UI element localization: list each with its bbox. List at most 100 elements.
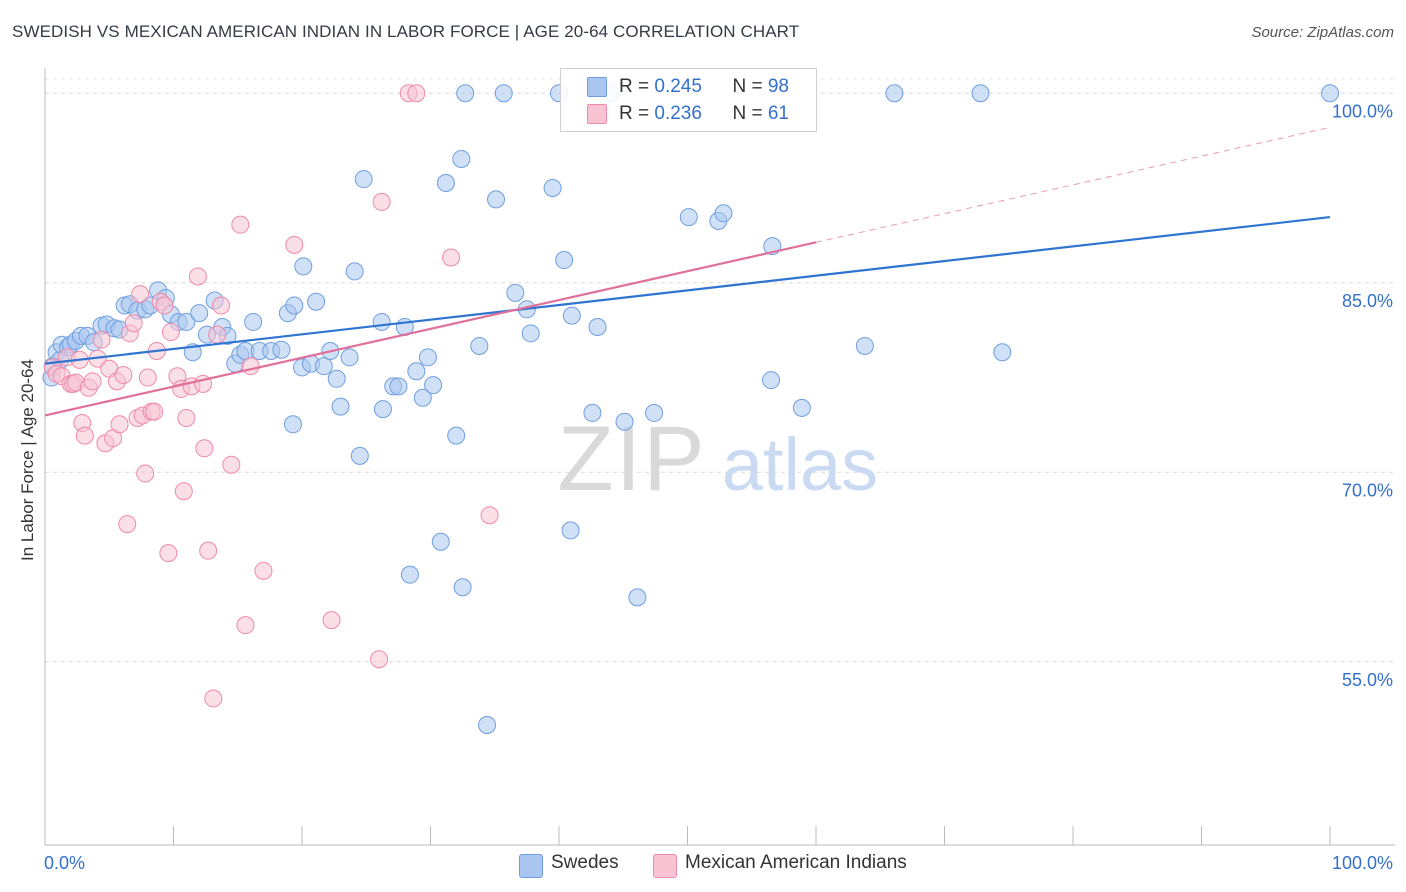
data-point (400, 565, 419, 584)
data-point (322, 611, 341, 630)
data-point (583, 403, 602, 422)
data-point (562, 306, 581, 325)
legend-row-swedes: R = 0.245 N = 98 (619, 76, 789, 98)
data-point (370, 650, 389, 669)
data-point (294, 257, 313, 276)
data-point (83, 372, 102, 391)
data-point (372, 312, 391, 331)
data-point (413, 388, 432, 407)
series-legend-swatch-mexican-american-indians (653, 854, 677, 878)
data-point (155, 296, 174, 315)
watermark: ZIP atlas (557, 408, 878, 510)
data-point (285, 235, 304, 254)
data-point (447, 426, 466, 445)
legend-r-label: R = (619, 76, 655, 97)
y-tick-label: 70.0% (1342, 480, 1393, 500)
trend-line (44, 241, 817, 417)
series-legend: Swedes Mexican American Indians (0, 852, 1406, 878)
x-tick-label: 0.0% (44, 853, 85, 873)
data-point (615, 412, 634, 431)
data-point (431, 532, 450, 551)
x-tick-label: 100.0% (1332, 853, 1393, 873)
tick-labels: 55.0% 70.0% 85.0% 100.0% 0.0% 100.0% (44, 101, 1393, 873)
data-point (372, 192, 391, 211)
trend-line (44, 215, 1331, 365)
data-point (354, 170, 373, 189)
data-point (75, 426, 94, 445)
data-point (195, 439, 214, 458)
legend-swatch-mexican-american-indians (587, 104, 607, 124)
data-point (350, 446, 369, 465)
data-point (241, 357, 260, 376)
data-point (561, 521, 580, 540)
data-point (494, 84, 513, 103)
data-point (452, 149, 471, 168)
data-point (254, 561, 273, 580)
data-points (42, 84, 1339, 734)
data-point (284, 415, 303, 434)
data-point (407, 84, 426, 103)
data-point (327, 369, 346, 388)
watermark-atlas: atlas (722, 423, 878, 506)
trend-lines (44, 126, 1331, 417)
data-point (340, 348, 359, 367)
data-point (208, 325, 227, 344)
data-point (331, 397, 350, 416)
data-point (231, 215, 250, 234)
series-mexican-american-indians (43, 84, 499, 708)
data-point (124, 314, 143, 333)
data-point (145, 402, 164, 421)
data-point (138, 368, 157, 387)
data-point (373, 400, 392, 419)
data-point (555, 251, 574, 270)
data-point (1321, 84, 1339, 103)
series-legend-label-mexican-american-indians: Mexican American Indians (685, 852, 907, 873)
data-point (222, 455, 241, 474)
source-label: Source: ZipAtlas.com (1251, 24, 1394, 41)
data-point (136, 464, 155, 483)
data-point (480, 506, 499, 525)
data-point (714, 204, 733, 223)
data-point (389, 377, 408, 396)
data-point (345, 262, 364, 281)
y-tick-label: 100.0% (1332, 101, 1393, 121)
legend-swatch-swedes (587, 77, 607, 97)
data-point (971, 84, 990, 103)
data-point (453, 578, 472, 597)
data-point (588, 318, 607, 336)
data-point (190, 304, 209, 323)
data-point (110, 415, 129, 434)
data-point (285, 296, 304, 315)
data-point (470, 336, 489, 355)
series-legend-label-swedes: Swedes (551, 852, 619, 873)
legend-r-value: 0.236 (654, 103, 702, 124)
data-point (177, 312, 196, 331)
legend-r-label: R = (619, 103, 655, 124)
legend-n-value: 98 (767, 76, 789, 97)
legend-r-value: 0.245 (654, 76, 702, 97)
data-point (418, 348, 437, 367)
data-point (543, 179, 562, 198)
data-point (645, 403, 664, 422)
data-point (114, 366, 133, 385)
data-point (628, 588, 647, 607)
correlation-legend: R = 0.245 N = 98 R = 0.236 N = 61 (560, 68, 817, 132)
y-tick-label: 85.0% (1342, 291, 1393, 311)
data-point (506, 283, 525, 302)
data-point (199, 541, 218, 560)
data-point (307, 292, 326, 311)
data-point (118, 515, 137, 534)
legend-n-label: N = (732, 103, 768, 124)
data-point (159, 544, 178, 563)
legend-n-label: N = (732, 76, 768, 97)
legend-n-value: 61 (767, 103, 789, 124)
data-point (993, 343, 1012, 362)
data-point (236, 616, 255, 635)
data-point (521, 324, 540, 343)
data-point (244, 312, 263, 331)
data-point (131, 285, 150, 304)
data-point (436, 173, 455, 192)
data-point (487, 190, 506, 209)
data-point (161, 323, 180, 342)
data-point (92, 330, 111, 349)
